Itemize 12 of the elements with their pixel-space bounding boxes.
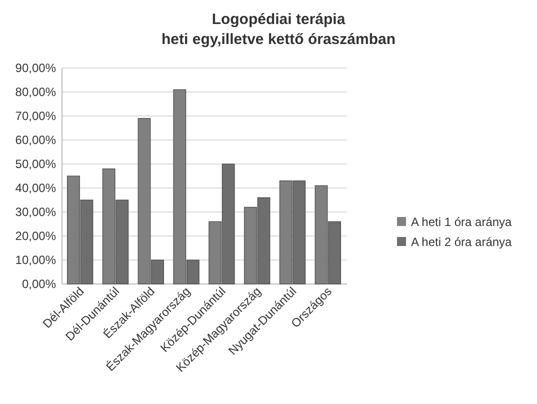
y-tick-label: 60,00% [15, 133, 56, 148]
y-tick-label: 50,00% [15, 157, 56, 172]
legend-label: A heti 2 óra aránya [411, 235, 512, 250]
legend-label: A heti 1 óra aránya [411, 215, 512, 230]
y-tick-label: 40,00% [15, 181, 56, 196]
y-tick-label: 70,00% [15, 109, 56, 124]
y-tick-label: 20,00% [15, 229, 56, 244]
chart-title: Logopédiai terápia heti egy,illetve kettő óraszámban [162, 11, 396, 48]
y-tick-label: 10,00% [15, 253, 56, 268]
y-tick-label: 90,00% [15, 61, 56, 76]
y-tick-label: 30,00% [15, 205, 56, 220]
y-tick-label: 80,00% [15, 85, 56, 100]
